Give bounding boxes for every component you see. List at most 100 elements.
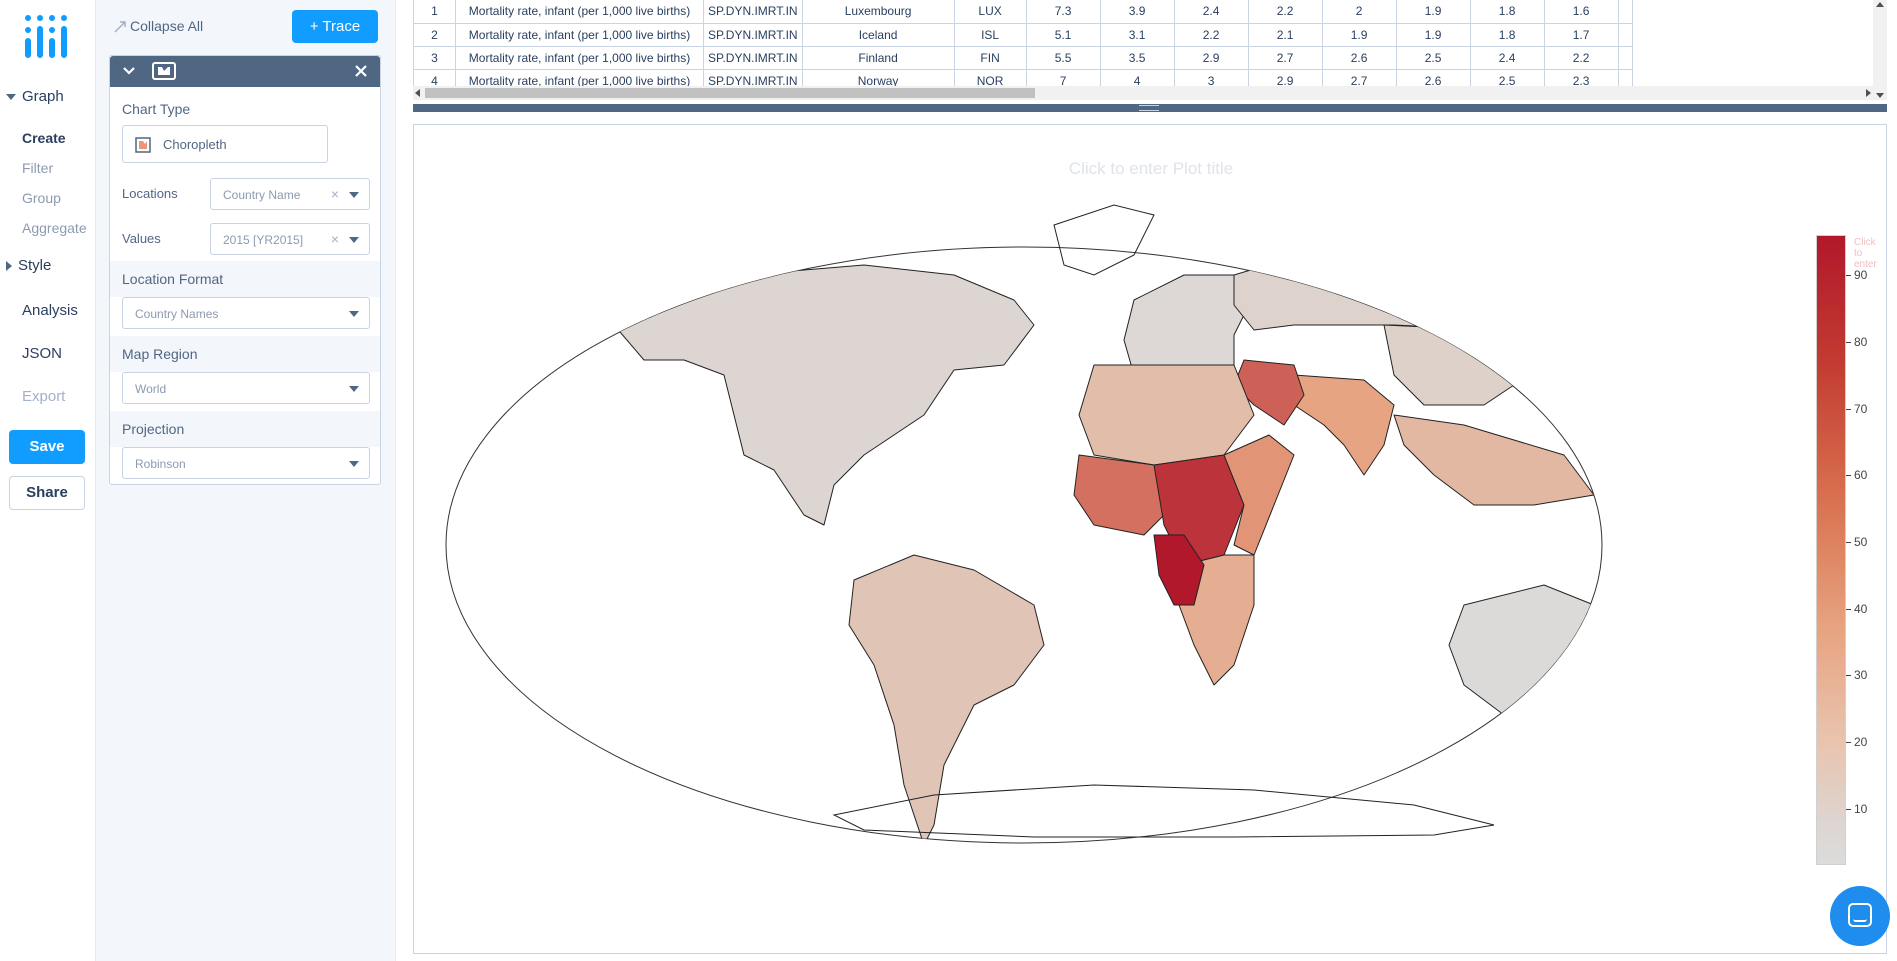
nav-analysis[interactable]: Analysis [22,302,78,319]
table-cell[interactable] [1617,45,1633,70]
table-cell[interactable]: 2.2 [1247,0,1323,24]
table-cell[interactable]: 2.6 [1321,45,1397,70]
table-cell[interactable]: 1.9 [1321,22,1397,47]
plot-area[interactable]: Click to enter Plot title Click to enter… [413,124,1887,954]
colorbar-title[interactable]: Click to enter [1854,237,1877,270]
share-button[interactable]: Share [9,476,85,510]
values-dropdown[interactable]: 2015 [YR2015] × [210,223,370,255]
table-cell[interactable]: Mortality rate, infant (per 1,000 live b… [455,22,704,47]
drag-handle-icon[interactable] [1139,105,1159,111]
table-row[interactable]: 1 Mortality rate, infant (per 1,000 live … [413,0,1633,24]
table-cell[interactable]: Mortality rate, infant (per 1,000 live b… [455,45,704,70]
colorbar-tick-mark [1846,608,1851,610]
table-cell[interactable]: 2.9 [1173,45,1249,70]
row-number-cell[interactable]: 2 [413,22,456,47]
table-cell[interactable]: Mortality rate, infant (per 1,000 live b… [455,68,704,93]
table-cell[interactable]: 1.9 [1395,0,1471,24]
table-cell[interactable]: SP.DYN.IMRT.IN [703,45,803,70]
region-southeast-asia[interactable] [1393,414,1595,506]
scroll-up-icon[interactable] [1876,2,1884,7]
table-cell[interactable]: Luxembourg [801,0,955,24]
table-cell[interactable]: 2.5 [1395,45,1471,70]
region-south-asia[interactable] [1293,374,1395,476]
nav-filter[interactable]: Filter [22,160,54,176]
caret-right-icon [6,261,12,272]
table-cell[interactable]: 1.7 [1543,22,1619,47]
scroll-right-icon[interactable] [1866,89,1871,97]
nav-group[interactable]: Group [22,190,61,206]
nav-create[interactable]: Create [22,130,66,146]
table-cell[interactable]: FIN [953,45,1027,70]
table-cell[interactable] [1617,0,1633,24]
table-cell[interactable]: 2 [1321,0,1397,24]
table-cell[interactable]: 2.1 [1247,22,1323,47]
table-cell[interactable]: 3.1 [1099,22,1175,47]
nav-style[interactable]: Style [0,257,96,274]
location-format-dropdown[interactable]: Country Names [122,297,370,329]
scrollbar-thumb[interactable] [425,88,1035,98]
region-russia[interactable] [1233,235,1674,331]
table-cell[interactable]: Iceland [801,22,955,47]
table-cell[interactable]: LUX [953,0,1027,24]
save-button[interactable]: Save [9,430,85,464]
close-icon[interactable] [352,62,370,80]
table-cell[interactable]: 2.2 [1173,22,1249,47]
antarctica-outline [832,784,1495,838]
data-grid[interactable]: 1 Mortality rate, infant (per 1,000 live … [413,0,1887,100]
scroll-left-icon[interactable] [415,89,420,97]
table-cell[interactable]: 1.6 [1543,0,1619,24]
collapse-all-button[interactable]: Collapse All [114,18,203,34]
table-cell[interactable]: SP.DYN.IMRT.IN [703,22,803,47]
table-cell[interactable]: 5.1 [1025,22,1101,47]
table-row[interactable]: 4 Mortality rate, infant (per 1,000 live … [413,68,1633,93]
region-south-america[interactable] [848,554,1045,845]
clear-icon[interactable]: × [330,186,339,202]
table-cell[interactable]: ISL [953,22,1027,47]
chat-launcher-button[interactable] [1830,886,1890,946]
add-trace-button[interactable]: + Trace [292,10,378,43]
region-north-africa[interactable] [1078,364,1255,466]
table-cell[interactable]: Mortality rate, infant (per 1,000 live b… [455,0,704,24]
table-cell[interactable]: 3.5 [1099,45,1175,70]
row-number-cell[interactable]: 1 [413,0,456,24]
table-cell[interactable]: 2.7 [1247,45,1323,70]
table-cell[interactable]: 2.4 [1469,45,1545,70]
region-angola[interactable] [1153,534,1205,606]
chart-type-selector[interactable]: Choropleth [122,125,328,163]
table-cell[interactable]: 1.9 [1395,22,1471,47]
table-cell[interactable]: 3.9 [1099,0,1175,24]
trace-header[interactable] [110,56,380,87]
region-north-america[interactable] [613,264,1035,526]
table-row[interactable]: 2 Mortality rate, infant (per 1,000 live … [413,22,1633,47]
table-cell[interactable] [1617,22,1633,47]
nav-graph[interactable]: Graph [0,88,96,105]
vertical-scrollbar[interactable] [1873,0,1887,100]
scroll-down-icon[interactable] [1876,93,1884,98]
horizontal-scrollbar[interactable] [413,86,1873,100]
locations-dropdown[interactable]: Country Name × [210,178,370,210]
plotly-logo-icon[interactable] [22,12,70,60]
table-cell[interactable]: 2.2 [1543,45,1619,70]
map-region-dropdown[interactable]: World [122,372,370,404]
left-nav: Graph Create Filter Group Aggregate Styl… [0,0,96,961]
panel-splitter[interactable] [413,104,1887,112]
table-cell[interactable]: 1.8 [1469,22,1545,47]
plot-title[interactable]: Click to enter Plot title [1068,159,1234,178]
row-number-cell[interactable]: 3 [413,45,456,70]
table-cell[interactable]: SP.DYN.IMRT.IN [703,0,803,24]
table-cell[interactable]: 7.3 [1025,0,1101,24]
region-east-africa[interactable] [1223,434,1295,556]
clear-icon[interactable]: × [330,231,339,247]
colorbar-tick-label: 90 [1854,268,1868,283]
table-cell[interactable]: 2.4 [1173,0,1249,24]
table-cell[interactable]: Finland [801,45,955,70]
projection-dropdown[interactable]: Robinson [122,447,370,479]
nav-json[interactable]: JSON [22,345,63,362]
nav-aggregate[interactable]: Aggregate [22,220,87,236]
table-cell[interactable]: 5.5 [1025,45,1101,70]
chevron-down-icon[interactable] [120,62,138,80]
nav-export[interactable]: Export [22,388,66,405]
table-row[interactable]: 3 Mortality rate, infant (per 1,000 live … [413,45,1633,70]
choropleth-map[interactable] [414,125,1888,955]
table-cell[interactable]: 1.8 [1469,0,1545,24]
